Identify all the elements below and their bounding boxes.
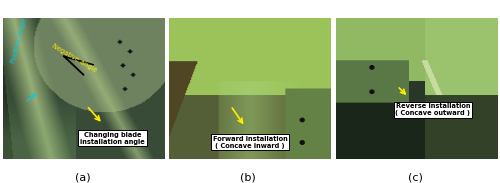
Text: (c): (c) <box>408 173 422 182</box>
Text: (a): (a) <box>74 173 90 182</box>
Text: (b): (b) <box>240 173 256 182</box>
Text: Reverse installation
( Concave outward ): Reverse installation ( Concave outward ) <box>396 103 470 116</box>
Text: Positive angle: Positive angle <box>10 18 28 64</box>
Text: Forward installation
( Concave inward ): Forward installation ( Concave inward ) <box>212 136 288 149</box>
Text: Changing blade
installation angle: Changing blade installation angle <box>80 132 145 145</box>
Text: Negative angle: Negative angle <box>51 42 98 73</box>
